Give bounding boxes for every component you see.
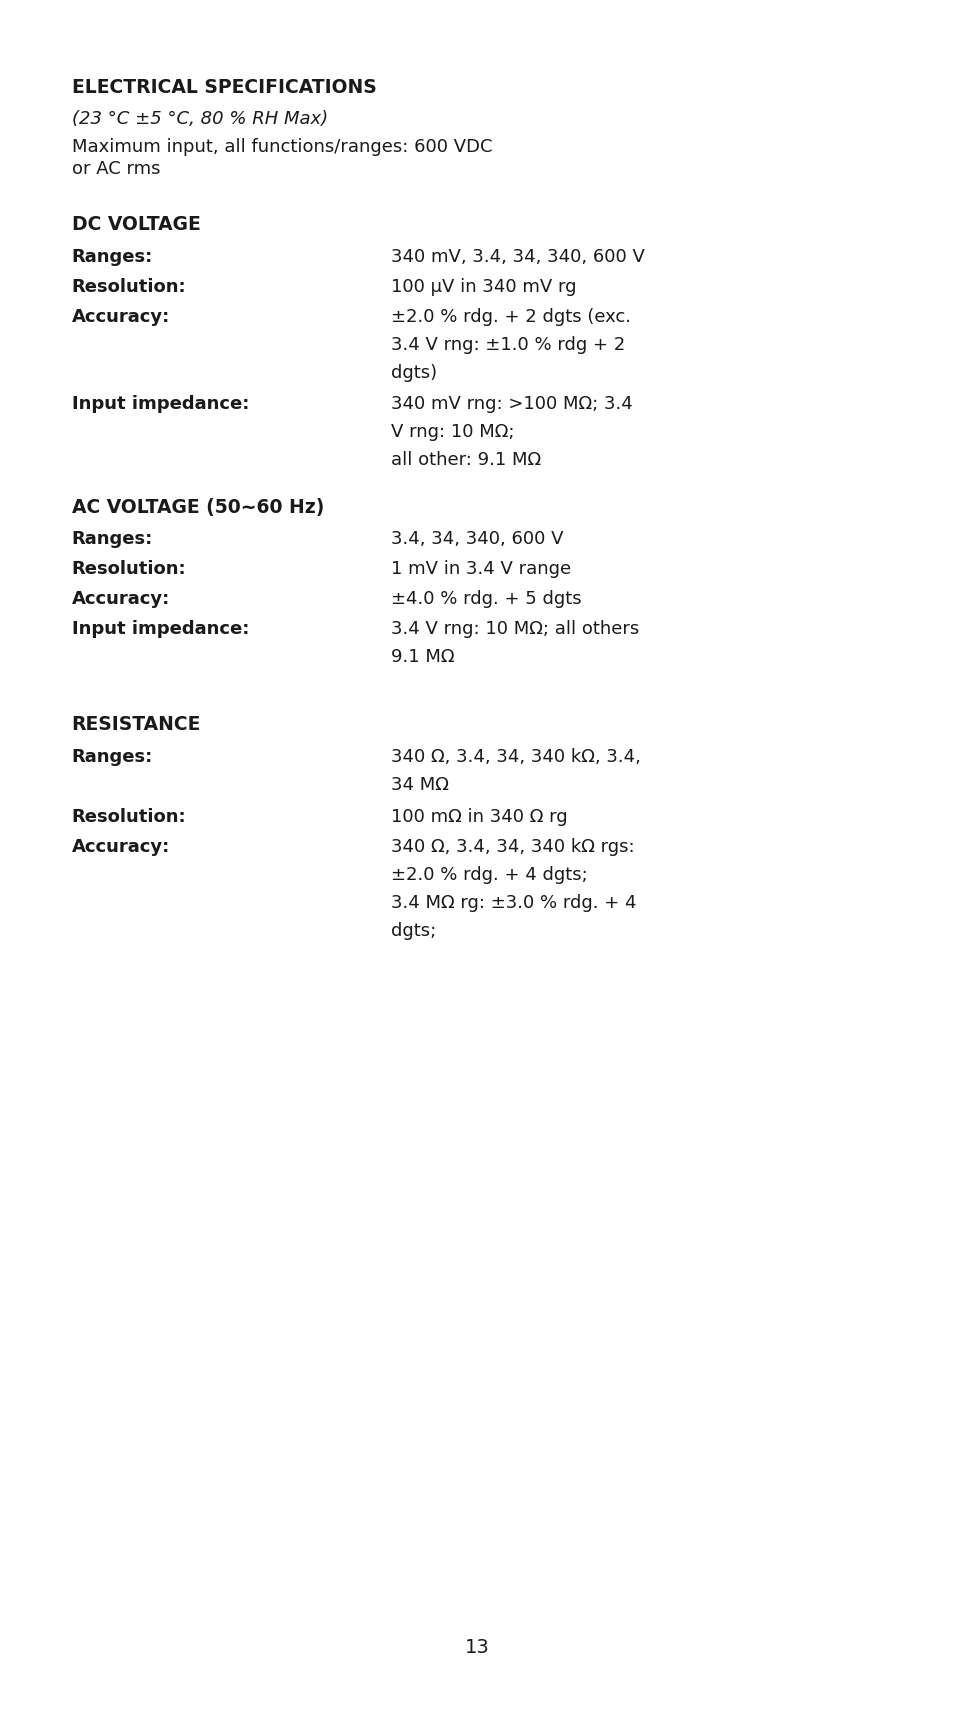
Text: Input impedance:: Input impedance: xyxy=(71,395,249,412)
Text: Accuracy:: Accuracy: xyxy=(71,589,170,608)
Text: or AC rms: or AC rms xyxy=(71,160,160,179)
Text: V rng: 10 MΩ;: V rng: 10 MΩ; xyxy=(391,423,514,442)
Text: 13: 13 xyxy=(464,1637,489,1656)
Text: Input impedance:: Input impedance: xyxy=(71,620,249,637)
Text: 9.1 MΩ: 9.1 MΩ xyxy=(391,648,455,667)
Text: 3.4 V rng: ±1.0 % rdg + 2: 3.4 V rng: ±1.0 % rdg + 2 xyxy=(391,337,625,354)
Text: 340 Ω, 3.4, 34, 340 kΩ, 3.4,: 340 Ω, 3.4, 34, 340 kΩ, 3.4, xyxy=(391,747,640,766)
Text: 340 mV, 3.4, 34, 340, 600 V: 340 mV, 3.4, 34, 340, 600 V xyxy=(391,247,644,266)
Text: ±2.0 % rdg. + 4 dgts;: ±2.0 % rdg. + 4 dgts; xyxy=(391,866,587,885)
Text: ELECTRICAL SPECIFICATIONS: ELECTRICAL SPECIFICATIONS xyxy=(71,77,375,96)
Text: ±4.0 % rdg. + 5 dgts: ±4.0 % rdg. + 5 dgts xyxy=(391,589,581,608)
Text: 1 mV in 3.4 V range: 1 mV in 3.4 V range xyxy=(391,560,571,577)
Text: 340 mV rng: >100 MΩ; 3.4: 340 mV rng: >100 MΩ; 3.4 xyxy=(391,395,632,412)
Text: dgts): dgts) xyxy=(391,364,436,381)
Text: 100 μV in 340 mV rg: 100 μV in 340 mV rg xyxy=(391,278,576,295)
Text: Ranges:: Ranges: xyxy=(71,747,152,766)
Text: (23 °C ±5 °C, 80 % RH Max): (23 °C ±5 °C, 80 % RH Max) xyxy=(71,110,327,129)
Text: 100 mΩ in 340 Ω rg: 100 mΩ in 340 Ω rg xyxy=(391,807,567,826)
Text: Accuracy:: Accuracy: xyxy=(71,838,170,856)
Text: Ranges:: Ranges: xyxy=(71,247,152,266)
Text: Resolution:: Resolution: xyxy=(71,278,186,295)
Text: Resolution:: Resolution: xyxy=(71,807,186,826)
Text: 3.4, 34, 340, 600 V: 3.4, 34, 340, 600 V xyxy=(391,529,563,548)
Text: Resolution:: Resolution: xyxy=(71,560,186,577)
Text: DC VOLTAGE: DC VOLTAGE xyxy=(71,215,200,234)
Text: 3.4 V rng: 10 MΩ; all others: 3.4 V rng: 10 MΩ; all others xyxy=(391,620,639,637)
Text: all other: 9.1 MΩ: all other: 9.1 MΩ xyxy=(391,452,540,469)
Text: Ranges:: Ranges: xyxy=(71,529,152,548)
Text: 3.4 MΩ rg: ±3.0 % rdg. + 4: 3.4 MΩ rg: ±3.0 % rdg. + 4 xyxy=(391,893,636,912)
Text: 340 Ω, 3.4, 34, 340 kΩ rgs:: 340 Ω, 3.4, 34, 340 kΩ rgs: xyxy=(391,838,634,856)
Text: Accuracy:: Accuracy: xyxy=(71,308,170,326)
Text: 34 MΩ: 34 MΩ xyxy=(391,777,449,794)
Text: dgts;: dgts; xyxy=(391,923,436,940)
Text: ±2.0 % rdg. + 2 dgts (exc.: ±2.0 % rdg. + 2 dgts (exc. xyxy=(391,308,631,326)
Text: Maximum input, all functions/ranges: 600 VDC: Maximum input, all functions/ranges: 600… xyxy=(71,137,492,156)
Text: RESISTANCE: RESISTANCE xyxy=(71,715,201,734)
Text: AC VOLTAGE (50~60 Hz): AC VOLTAGE (50~60 Hz) xyxy=(71,498,324,517)
